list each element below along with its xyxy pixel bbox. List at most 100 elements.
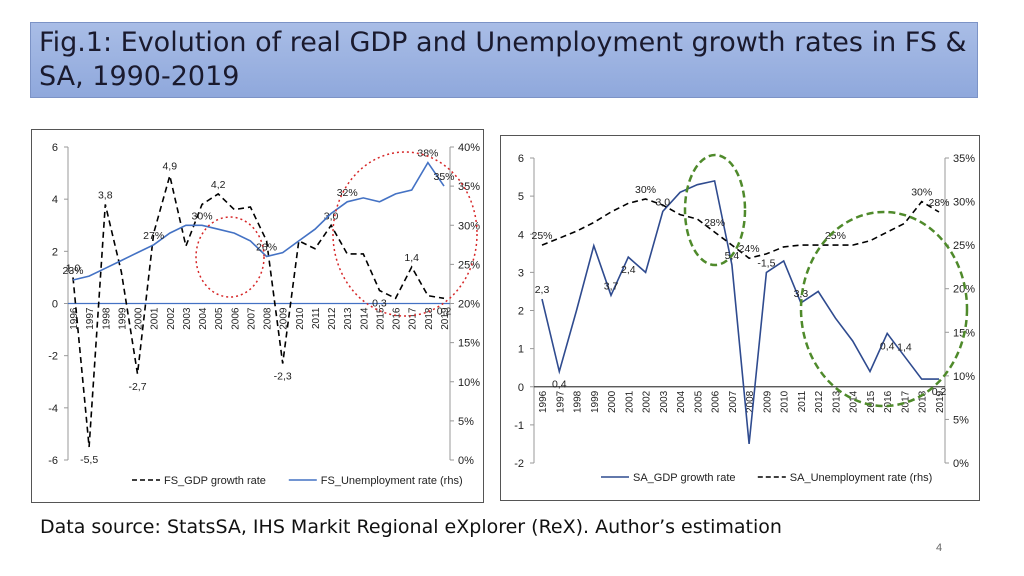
sa-xtick-label: 1997 [555, 390, 566, 413]
sa-data-label: 25% [825, 230, 846, 242]
fs-xtick-label: 2002 [166, 307, 177, 330]
fs-xtick-label: 1998 [101, 307, 112, 330]
fs-chart-svg: 6 4 2 0 -2 -4 -6 40% 35% 30% 25% 20% 15% 10% 5% 0% 1996 1… [48, 142, 480, 487]
fs-ytick-left-label: 2 [52, 246, 58, 258]
fs-ytick-right-label: 40% [458, 142, 480, 154]
sa-ytick-left-label: 3 [518, 267, 524, 279]
sa-ytick-left-label: -2 [514, 458, 524, 470]
fs-xtick-label: 1997 [85, 307, 96, 330]
fs-legend-label: FS_Unemployment rate (rhs) [321, 475, 463, 487]
fs-xtick-label: 2001 [150, 307, 161, 330]
sa-xtick-label: 2013 [831, 390, 842, 413]
sa-data-label: 30% [911, 187, 932, 199]
fs-ytick-left-label: -6 [48, 455, 58, 467]
fs-xtick-label: 2016 [392, 307, 403, 330]
sa-ytick-left-label: 5 [518, 191, 524, 203]
sa-data-label: 0,4 [552, 379, 567, 391]
fs-legend-label: FS_GDP growth rate [164, 475, 266, 487]
sa-xtick-label: 2003 [659, 390, 670, 413]
fs-ytick-left-label: 4 [52, 194, 58, 206]
sa-xtick-label: 2016 [883, 390, 894, 413]
fs-series-2-line [72, 161, 445, 281]
sa-series-1-line [541, 179, 939, 444]
fs-ytick-right-label: 10% [458, 377, 480, 389]
fs-xtick-label: 2008 [263, 307, 274, 330]
sa-xtick-label: 2019 [935, 390, 946, 413]
fs-data-label: 0,2 [437, 305, 452, 317]
sa-xtick-label: 2008 [745, 390, 756, 413]
sa-ytick-right-label: 10% [953, 371, 975, 383]
fs-data-label: 4,2 [211, 179, 226, 191]
fs-highlight-ellipse [195, 216, 265, 298]
fs-xtick-label: 2006 [230, 307, 241, 330]
sa-ytick-left-label: 2 [518, 306, 524, 318]
sa-highlight-ellipse [799, 210, 969, 408]
fs-ytick-left-label: 6 [52, 142, 58, 154]
fs-ytick-right-label: 0% [458, 455, 474, 467]
fs-xtick-label: 1996 [69, 307, 80, 330]
sa-xtick-label: 2006 [711, 390, 722, 413]
sa-xtick-label: 1998 [573, 390, 584, 413]
fs-data-label: 1,0 [66, 262, 81, 274]
fs-data-label: -5,5 [80, 454, 98, 466]
fs-ytick-left-label: 0 [52, 299, 58, 311]
fs-ytick-right-label: 25% [458, 259, 480, 271]
fs-xtick-label: 2013 [343, 307, 354, 330]
sa-data-label: 2,3 [535, 284, 550, 296]
sa-data-label: 0,4 [880, 340, 895, 352]
sa-xtick-label: 2000 [607, 390, 618, 413]
fs-data-label: 3,0 [324, 210, 339, 222]
sa-data-label: 0,2 [932, 386, 947, 398]
fs-xtick-label: 2007 [246, 307, 257, 330]
sa-ytick-right-label: 25% [953, 240, 975, 252]
sa-ytick-left-label: -1 [514, 420, 524, 432]
sa-series-2-line [541, 198, 940, 260]
sa-xtick-label: 2015 [866, 390, 877, 413]
fs-data-label: -2,7 [128, 381, 146, 393]
sa-legend-label: SA_GDP growth rate [633, 472, 736, 484]
fs-data-label: 32% [337, 187, 358, 199]
fs-xtick-label: 2010 [295, 307, 306, 330]
sa-ytick-right-label: 0% [953, 458, 969, 470]
sa-data-label: 30% [635, 184, 656, 196]
sa-chart: 6 5 4 3 2 1 0 -1 -2 35% 30% 25% 20% 15% 10% 5% 0% 1996 199… [500, 135, 980, 501]
sa-xtick-label: 2012 [814, 390, 825, 413]
fs-chart: 6 4 2 0 -2 -4 -6 40% 35% 30% 25% 20% 15% 10% 5% 0% 1996 1… [31, 129, 484, 503]
sa-xtick-label: 2005 [693, 390, 704, 413]
sa-data-label: 24% [739, 243, 760, 255]
fs-xtick-label: 2014 [359, 307, 370, 330]
data-source-note: Data source: StatsSA, IHS Markit Regiona… [40, 516, 782, 538]
sa-ytick-left-label: 0 [518, 382, 524, 394]
page-number: 4 [936, 542, 943, 554]
fs-ytick-left-label: -4 [48, 403, 58, 415]
fs-ytick-right-label: 20% [458, 299, 480, 311]
fs-xtick-label: 2012 [327, 307, 338, 330]
sa-xtick-label: 1999 [590, 390, 601, 413]
sa-ytick-right-label: 30% [953, 197, 975, 209]
sa-xtick-label: 1996 [538, 390, 549, 413]
fs-xtick-label: 1999 [117, 307, 128, 330]
sa-data-label: 3,7 [604, 280, 619, 292]
fs-xtick-label: 2015 [375, 307, 386, 330]
sa-data-label: -1,5 [757, 257, 775, 269]
fs-xtick-label: 2004 [198, 307, 209, 330]
sa-ytick-right-label: 35% [953, 153, 975, 165]
fs-xtick-label: 2019 [440, 307, 451, 330]
fs-data-label: 4,9 [162, 161, 177, 173]
sa-xtick-label: 2010 [780, 390, 791, 413]
fs-ytick-right-label: 15% [458, 338, 480, 350]
fs-highlight-ellipse [332, 151, 478, 317]
sa-xtick-label: 2017 [900, 390, 911, 413]
sa-xtick-label: 2004 [676, 390, 687, 413]
sa-ytick-left-label: 6 [518, 153, 524, 165]
sa-data-label: 1,4 [897, 341, 912, 353]
fs-xtick-label: 2000 [134, 307, 145, 330]
fs-data-label: 27% [143, 230, 164, 242]
fs-xtick-label: 2009 [279, 307, 290, 330]
sa-data-label: 25% [531, 230, 552, 242]
sa-ytick-left-label: 4 [518, 229, 524, 241]
sa-legend-label: SA_Unemployment rate (rhs) [790, 472, 932, 484]
fs-data-label: 3,8 [98, 189, 113, 201]
fs-series-1-line [72, 175, 445, 448]
title-banner: Fig.1: Evolution of real GDP and Unemplo… [30, 22, 978, 98]
